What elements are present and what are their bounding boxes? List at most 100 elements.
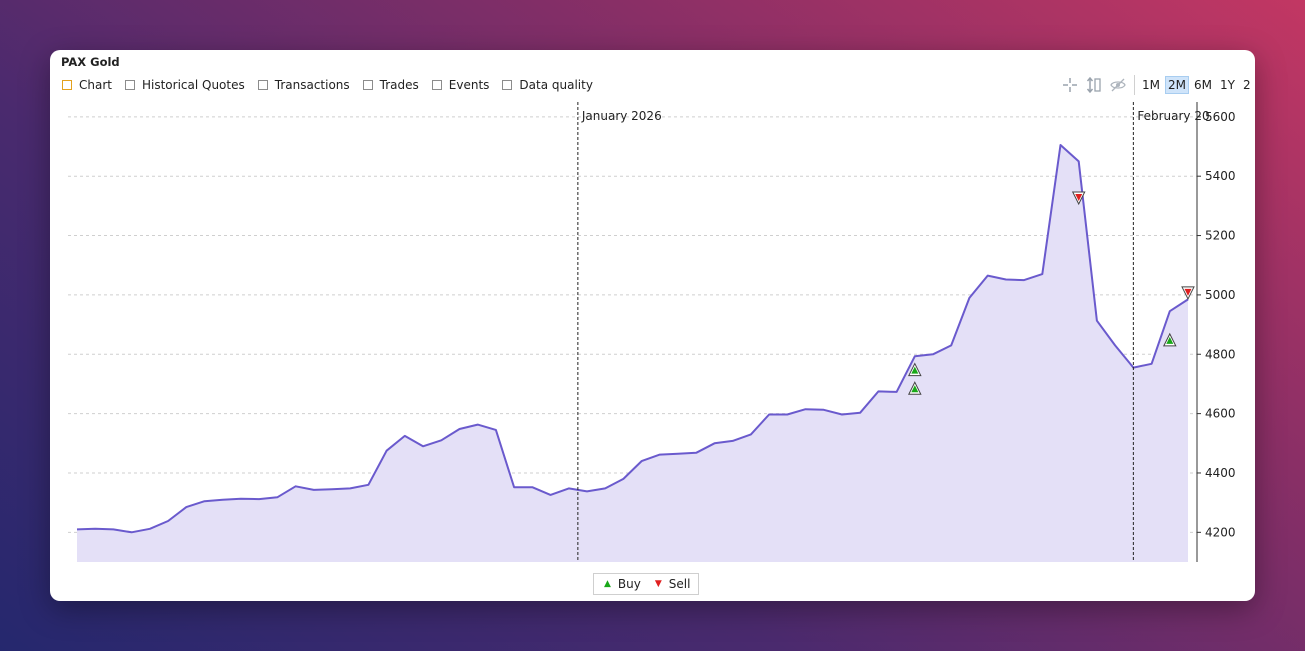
range-1m-button[interactable]: 1M xyxy=(1142,78,1160,92)
data-point xyxy=(604,487,606,489)
tab-checkbox-icon xyxy=(124,80,135,90)
app-window: PAX Gold Chart Historical Quotes Transac… xyxy=(50,50,1255,601)
tab-label: Data quality xyxy=(519,78,593,92)
y-tick-label: 5600 xyxy=(1205,110,1236,124)
sell-triangle-icon: ▼ xyxy=(654,579,662,589)
data-point xyxy=(841,413,843,415)
data-point xyxy=(112,528,114,530)
chart-legend: ▲ Buy ▼ Sell xyxy=(593,573,699,595)
data-point xyxy=(513,486,515,488)
data-point xyxy=(476,423,478,425)
vertical-scale-icon[interactable] xyxy=(1084,75,1104,95)
date-label: February 20 xyxy=(1137,109,1209,123)
y-tick-label: 4400 xyxy=(1205,466,1236,480)
tab-events[interactable]: Events xyxy=(431,77,490,93)
legend-buy-label: Buy xyxy=(617,577,641,591)
data-point xyxy=(458,428,460,430)
data-point xyxy=(1023,279,1025,281)
data-point xyxy=(1114,344,1116,346)
price-chart[interactable]: 4200 4400 4600 4800 5000 5200 5400 5600 January … xyxy=(50,100,1255,570)
data-point xyxy=(294,485,296,487)
price-area xyxy=(77,145,1188,562)
data-point xyxy=(1169,310,1171,312)
tab-label: Trades xyxy=(379,78,419,92)
data-point xyxy=(258,498,260,500)
data-point xyxy=(1059,144,1061,146)
data-point xyxy=(349,487,351,489)
data-point xyxy=(786,413,788,415)
data-point xyxy=(167,520,169,522)
y-tick-label: 5000 xyxy=(1205,288,1236,302)
buy-marker xyxy=(911,385,919,393)
chart-toolbar: 1M 2M 6M 1Y 2 xyxy=(1060,75,1255,95)
view-tabs: Chart Historical Quotes Transactions Tra… xyxy=(62,77,606,93)
legend-sell[interactable]: ▼ Sell xyxy=(655,577,691,591)
sell-marker xyxy=(1184,288,1192,296)
tab-label: Transactions xyxy=(274,78,350,92)
range-1y-button[interactable]: 1Y xyxy=(1220,78,1235,92)
toolbar-separator xyxy=(1134,75,1135,95)
tab-checkbox-icon xyxy=(502,80,513,90)
data-point xyxy=(968,297,970,299)
data-point xyxy=(313,489,315,491)
data-point xyxy=(1078,160,1080,162)
tab-data-quality[interactable]: Data quality xyxy=(502,77,593,93)
y-tick-label: 5200 xyxy=(1205,229,1236,243)
tab-transactions[interactable]: Transactions xyxy=(257,77,350,93)
y-tick-label: 4200 xyxy=(1205,525,1236,539)
tab-label: Chart xyxy=(79,78,112,92)
tab-label: Historical Quotes xyxy=(141,78,245,92)
data-point xyxy=(877,390,879,392)
data-point xyxy=(986,274,988,276)
data-point xyxy=(950,344,952,346)
y-tick-label: 4600 xyxy=(1205,407,1236,421)
data-point xyxy=(240,498,242,500)
data-point xyxy=(731,440,733,442)
data-point xyxy=(1041,273,1043,275)
y-tick-label: 5400 xyxy=(1205,169,1236,183)
date-label: January 2026 xyxy=(581,109,662,123)
legend-sell-label: Sell xyxy=(668,577,691,591)
data-point xyxy=(422,445,424,447)
range-6m-button[interactable]: 6M xyxy=(1194,78,1212,92)
data-point xyxy=(859,412,861,414)
data-point xyxy=(895,391,897,393)
data-point xyxy=(149,528,151,530)
data-point xyxy=(76,528,78,530)
sell-marker xyxy=(1075,193,1083,201)
data-point xyxy=(768,413,770,415)
tab-checkbox-icon xyxy=(431,80,442,90)
data-point xyxy=(367,484,369,486)
data-point xyxy=(659,453,661,455)
data-point xyxy=(1005,278,1007,280)
legend-buy[interactable]: ▲ Buy xyxy=(604,577,641,591)
data-point xyxy=(203,500,205,502)
data-point xyxy=(222,498,224,500)
data-point xyxy=(750,433,752,435)
window-title: PAX Gold xyxy=(61,55,120,69)
data-point xyxy=(622,478,624,480)
data-point xyxy=(276,496,278,498)
range-2m-button[interactable]: 2M xyxy=(1165,76,1189,94)
tab-chart[interactable]: Chart xyxy=(62,77,112,93)
y-tick-label: 4800 xyxy=(1205,347,1236,361)
data-point xyxy=(440,439,442,441)
tab-checkbox-icon xyxy=(62,80,72,90)
crosshair-icon[interactable] xyxy=(1060,75,1080,95)
data-point xyxy=(1096,320,1098,322)
range-2y-button[interactable]: 2 xyxy=(1242,78,1251,92)
data-point xyxy=(932,353,934,355)
tab-label: Events xyxy=(448,78,490,92)
data-point xyxy=(804,408,806,410)
data-point xyxy=(914,355,916,357)
tab-historical-quotes[interactable]: Historical Quotes xyxy=(124,77,245,93)
data-point xyxy=(1150,363,1152,365)
tab-trades[interactable]: Trades xyxy=(362,77,419,93)
price-line xyxy=(76,144,1189,534)
hide-eye-icon[interactable] xyxy=(1108,75,1128,95)
data-point xyxy=(404,435,406,437)
data-point xyxy=(130,531,132,533)
data-point xyxy=(385,450,387,452)
data-point xyxy=(94,528,96,530)
data-point xyxy=(586,490,588,492)
